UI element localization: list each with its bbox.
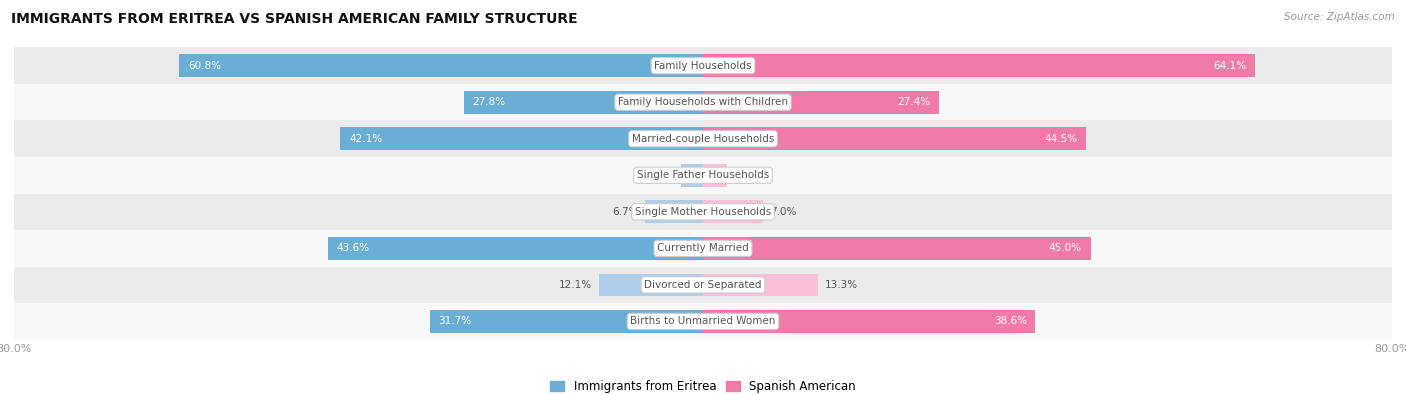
Bar	[464, 91, 703, 113]
Text: Currently Married: Currently Married	[657, 243, 749, 253]
Bar	[599, 274, 703, 296]
Text: 2.5%: 2.5%	[648, 170, 675, 180]
Text: 6.7%: 6.7%	[612, 207, 638, 217]
Bar	[14, 157, 1392, 194]
Bar	[703, 274, 817, 296]
Text: Births to Unmarried Women: Births to Unmarried Women	[630, 316, 776, 326]
Text: 2.8%: 2.8%	[734, 170, 761, 180]
Text: 60.8%: 60.8%	[188, 61, 221, 71]
Text: 27.8%: 27.8%	[472, 97, 505, 107]
Text: Family Households: Family Households	[654, 61, 752, 71]
Text: Divorced or Separated: Divorced or Separated	[644, 280, 762, 290]
Bar	[703, 128, 1087, 150]
Text: 43.6%: 43.6%	[336, 243, 370, 253]
Text: 42.1%: 42.1%	[349, 134, 382, 144]
Text: Single Mother Households: Single Mother Households	[636, 207, 770, 217]
Bar	[14, 84, 1392, 120]
Text: Source: ZipAtlas.com: Source: ZipAtlas.com	[1284, 12, 1395, 22]
Text: IMMIGRANTS FROM ERITREA VS SPANISH AMERICAN FAMILY STRUCTURE: IMMIGRANTS FROM ERITREA VS SPANISH AMERI…	[11, 12, 578, 26]
Bar	[682, 164, 703, 186]
Text: Married-couple Households: Married-couple Households	[631, 134, 775, 144]
Text: 31.7%: 31.7%	[439, 316, 472, 326]
Bar	[180, 55, 703, 77]
Bar	[703, 55, 1256, 77]
Bar	[14, 303, 1392, 340]
Text: 38.6%: 38.6%	[994, 316, 1026, 326]
Bar	[14, 47, 1392, 84]
Bar	[14, 267, 1392, 303]
Bar	[703, 91, 939, 113]
Bar	[14, 194, 1392, 230]
Text: 45.0%: 45.0%	[1049, 243, 1083, 253]
Text: 7.0%: 7.0%	[770, 207, 797, 217]
Bar	[703, 164, 727, 186]
Bar	[645, 201, 703, 223]
Text: Family Households with Children: Family Households with Children	[619, 97, 787, 107]
Text: 64.1%: 64.1%	[1213, 61, 1246, 71]
Text: Single Father Households: Single Father Households	[637, 170, 769, 180]
Bar	[430, 310, 703, 333]
Text: 13.3%: 13.3%	[824, 280, 858, 290]
Text: 27.4%: 27.4%	[897, 97, 931, 107]
Bar	[14, 230, 1392, 267]
Bar	[703, 201, 763, 223]
Legend: Immigrants from Eritrea, Spanish American: Immigrants from Eritrea, Spanish America…	[546, 376, 860, 395]
Bar	[328, 237, 703, 260]
Bar	[340, 128, 703, 150]
Bar	[14, 120, 1392, 157]
Text: 12.1%: 12.1%	[558, 280, 592, 290]
Bar	[703, 310, 1035, 333]
Text: 44.5%: 44.5%	[1045, 134, 1077, 144]
Bar	[703, 237, 1091, 260]
